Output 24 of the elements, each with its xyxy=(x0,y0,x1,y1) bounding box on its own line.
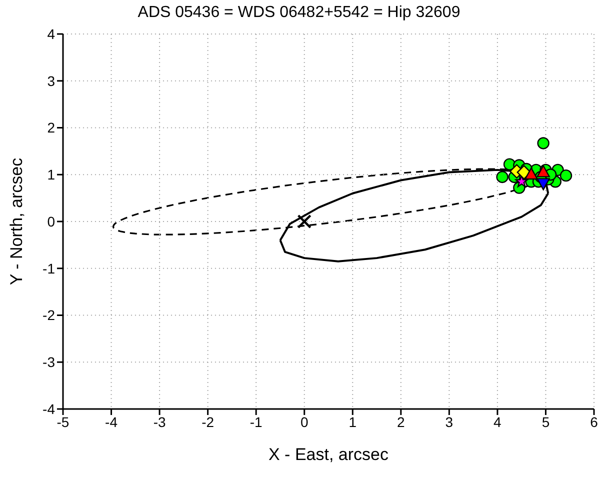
x-tick-label: 1 xyxy=(348,414,357,430)
x-tick-label: -1 xyxy=(250,414,263,430)
x-tick-label: -5 xyxy=(56,414,70,430)
x-tick-label: 2 xyxy=(397,414,406,430)
x-tick-label: 0 xyxy=(300,414,308,430)
y-tick-label: 0 xyxy=(47,213,56,230)
x-axis-title: X - East, arcsec xyxy=(268,445,389,464)
y-tick-label: 1 xyxy=(47,166,56,183)
x-tick-label: 4 xyxy=(494,414,502,430)
y-tick-label: 4 xyxy=(47,26,56,42)
chart-title: ADS 05436 = WDS 06482+5542 = Hip 32609 xyxy=(136,4,462,23)
x-tick-label: -4 xyxy=(105,414,118,430)
y-tick-label: -4 xyxy=(42,400,56,417)
x-tick-label: -3 xyxy=(153,414,166,430)
y-tick-label: -1 xyxy=(42,260,56,276)
y-tick-label: -3 xyxy=(42,354,56,370)
y-axis-title: Y - North, arcsec xyxy=(7,157,26,286)
y-tick-label: 2 xyxy=(47,120,56,136)
y-tick-label: 3 xyxy=(47,72,56,89)
x-tick-label: 3 xyxy=(445,414,454,430)
x-tick-label: 5 xyxy=(542,414,550,430)
x-tick-label: -2 xyxy=(202,414,214,430)
x-tick-label: 6 xyxy=(590,414,598,430)
y-tick-label: -2 xyxy=(42,307,56,324)
